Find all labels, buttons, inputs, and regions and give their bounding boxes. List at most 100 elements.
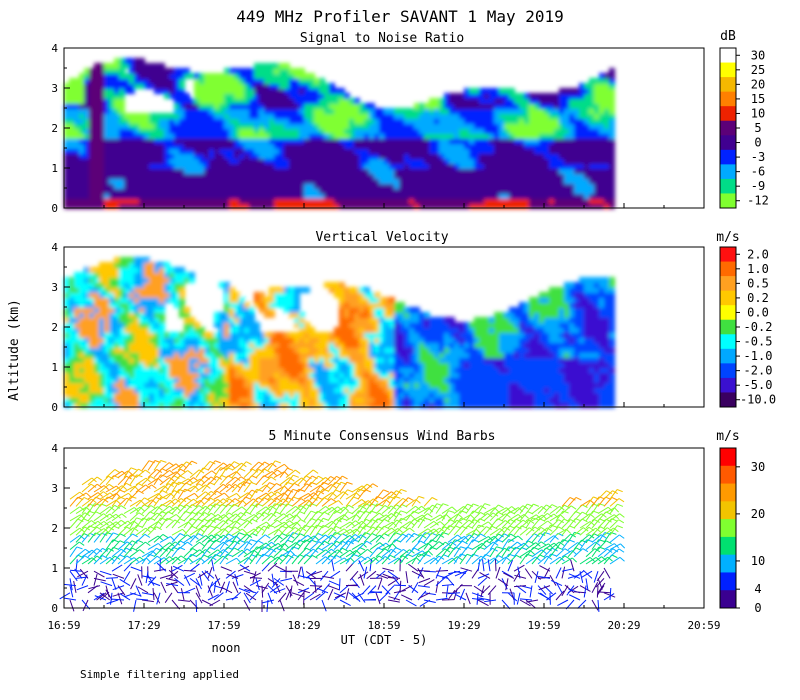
velocity-cell xyxy=(454,337,460,343)
velocity-cell xyxy=(449,382,455,388)
velocity-cell xyxy=(279,392,285,398)
snr-cell xyxy=(314,93,320,99)
velocity-cell xyxy=(349,297,355,303)
snr-cell xyxy=(564,163,570,169)
velocity-cell xyxy=(74,322,80,328)
velocity-cell xyxy=(349,322,355,328)
velocity-cell xyxy=(414,387,420,393)
snr-cell xyxy=(214,108,220,114)
snr-cell xyxy=(459,133,465,139)
velocity-cell xyxy=(394,352,400,358)
snr-cell xyxy=(259,88,265,94)
velocity-cell xyxy=(414,372,420,378)
snr-cell xyxy=(379,173,385,179)
snr-cell xyxy=(324,113,330,119)
velocity-cell xyxy=(504,317,510,323)
velocity-cell xyxy=(544,387,550,393)
velocity-cell xyxy=(229,357,235,363)
velocity-cell xyxy=(104,397,110,403)
snr-cell xyxy=(474,133,480,139)
velocity-cell xyxy=(169,272,175,278)
snr-cell xyxy=(274,193,280,199)
snr-cell xyxy=(499,98,505,104)
velocity-cell xyxy=(104,337,110,343)
snr-cell xyxy=(434,103,440,109)
velocity-cell xyxy=(404,342,410,348)
snr-cell xyxy=(104,168,110,174)
snr-cell xyxy=(544,98,550,104)
snr-cell xyxy=(589,203,595,209)
velocity-cell xyxy=(429,322,435,328)
snr-cell xyxy=(404,183,410,189)
snr-cell xyxy=(309,198,315,204)
snr-cell xyxy=(409,158,415,164)
velocity-cell xyxy=(89,307,95,313)
snr-cell xyxy=(479,168,485,174)
velocity-cell xyxy=(289,342,295,348)
snr-cell xyxy=(94,188,100,194)
snr-cell xyxy=(234,88,240,94)
velocity-cell xyxy=(159,297,165,303)
snr-cell xyxy=(169,73,175,79)
snr-cell xyxy=(459,143,465,149)
snr-cell xyxy=(374,168,380,174)
velocity-cell xyxy=(259,382,265,388)
snr-cell xyxy=(99,203,105,209)
snr-cell xyxy=(474,183,480,189)
velocity-cell xyxy=(99,272,105,278)
snr-cell xyxy=(449,183,455,189)
snr-cell xyxy=(544,103,550,109)
velocity-cell xyxy=(329,362,335,368)
velocity-cell xyxy=(479,337,485,343)
snr-cell xyxy=(459,148,465,154)
velocity-cell xyxy=(469,397,475,403)
snr-cell xyxy=(169,203,175,209)
snr-cell xyxy=(589,143,595,149)
snr-cell xyxy=(594,78,600,84)
snr-cell xyxy=(114,183,120,189)
velocity-cell xyxy=(319,352,325,358)
snr-cell xyxy=(294,118,300,124)
snr-cell xyxy=(79,118,85,124)
velocity-cell xyxy=(524,402,530,408)
snr-cell xyxy=(239,78,245,84)
snr-cell xyxy=(569,148,575,154)
snr-cell xyxy=(169,138,175,144)
snr-cell xyxy=(89,128,95,134)
snr-cell xyxy=(474,128,480,134)
snr-cell xyxy=(584,168,590,174)
velocity-cell xyxy=(64,382,70,388)
snr-cell xyxy=(274,88,280,94)
snr-cell xyxy=(99,183,105,189)
snr-cell xyxy=(74,163,80,169)
snr-cell xyxy=(429,118,435,124)
snr-cell xyxy=(464,88,470,94)
snr-cell xyxy=(299,73,305,79)
velocity-cell xyxy=(194,367,200,373)
snr-cell xyxy=(369,133,375,139)
snr-cell xyxy=(249,128,255,134)
snr-cell xyxy=(279,93,285,99)
snr-cell xyxy=(269,118,275,124)
snr-cell xyxy=(514,118,520,124)
velocity-cell xyxy=(209,392,215,398)
snr-cell xyxy=(264,63,270,69)
velocity-cell xyxy=(389,402,395,408)
velocity-cell xyxy=(124,372,130,378)
y-tick-label: 1 xyxy=(51,162,58,175)
snr-cell xyxy=(344,178,350,184)
snr-cell xyxy=(584,128,590,134)
snr-cell xyxy=(329,148,335,154)
snr-cell xyxy=(219,88,225,94)
velocity-cell xyxy=(114,372,120,378)
snr-cell xyxy=(279,183,285,189)
velocity-cell xyxy=(114,382,120,388)
snr-cell xyxy=(69,158,75,164)
snr-cell xyxy=(129,133,135,139)
snr-cell xyxy=(319,123,325,129)
snr-cell xyxy=(339,128,345,134)
snr-cell xyxy=(409,118,415,124)
velocity-cell xyxy=(234,312,240,318)
velocity-cell xyxy=(534,337,540,343)
velocity-cell xyxy=(369,382,375,388)
